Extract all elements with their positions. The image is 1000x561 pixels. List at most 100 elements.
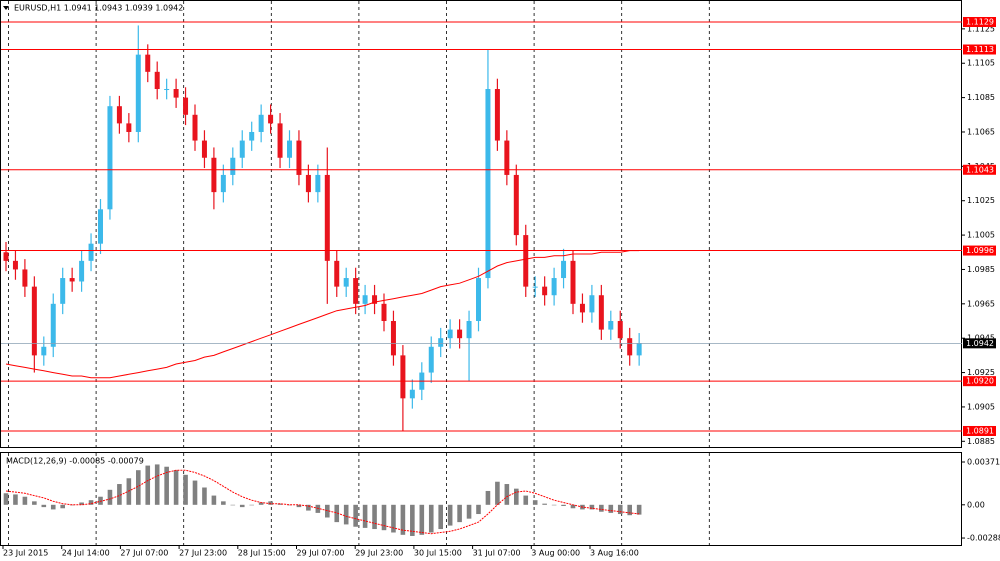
macd-bar bbox=[50, 504, 56, 510]
moving-average bbox=[5, 250, 640, 379]
price-pane-frame bbox=[0, 0, 962, 448]
candle-body bbox=[513, 174, 519, 236]
macd-bar bbox=[410, 504, 415, 536]
candle-body bbox=[390, 321, 396, 356]
candle-body bbox=[116, 106, 122, 124]
candle-body bbox=[409, 389, 415, 399]
candle-body bbox=[98, 209, 103, 244]
macd-bar bbox=[428, 504, 434, 533]
macd-bar bbox=[608, 504, 614, 513]
candle-body bbox=[598, 295, 604, 330]
macd-bar bbox=[627, 504, 632, 516]
candle-body bbox=[22, 269, 28, 287]
level-box bbox=[963, 16, 996, 27]
macd-bar bbox=[476, 504, 481, 515]
y-tick-label: 0.00 bbox=[967, 500, 985, 509]
y-tick-label: 1.0905 bbox=[967, 402, 995, 411]
macd-title: MACD(12,26,9) -0.00085 -0.00079 bbox=[6, 457, 144, 466]
candle-body bbox=[79, 260, 85, 282]
candle-body bbox=[258, 114, 264, 132]
macd-bar bbox=[88, 500, 94, 505]
y-tick-label: 1.0985 bbox=[967, 265, 995, 274]
candle-body bbox=[145, 54, 151, 72]
level-box bbox=[963, 44, 996, 55]
x-tick-label: 3 Aug 00:00 bbox=[531, 549, 580, 558]
macd-bar bbox=[239, 504, 245, 508]
macd-bar bbox=[164, 466, 169, 505]
candle-body bbox=[343, 278, 349, 287]
candle-body bbox=[183, 97, 189, 115]
macd-bar bbox=[466, 504, 472, 519]
level-box bbox=[963, 425, 996, 436]
macd-bar bbox=[258, 502, 264, 505]
macd-bar bbox=[117, 484, 122, 505]
y-tick-label: 1.0885 bbox=[967, 437, 995, 446]
x-tick-label: 23 Jul 2015 bbox=[3, 549, 48, 558]
x-tick-label: 3 Aug 16:00 bbox=[590, 549, 639, 558]
macd-bar bbox=[617, 504, 623, 515]
candle-body bbox=[154, 71, 160, 90]
macd-bar bbox=[154, 464, 160, 505]
candle-body bbox=[305, 174, 311, 193]
candle-body bbox=[41, 346, 47, 356]
candle-body bbox=[457, 329, 463, 339]
macd-bar bbox=[126, 478, 132, 505]
candle-body bbox=[504, 140, 510, 175]
candle-body bbox=[438, 338, 444, 347]
candle-body bbox=[476, 278, 481, 322]
macd-bar bbox=[136, 470, 141, 505]
candle-body bbox=[362, 295, 368, 304]
candle-body bbox=[324, 174, 330, 261]
menu-arrow[interactable] bbox=[3, 6, 9, 10]
candle-body bbox=[400, 355, 406, 399]
candle-body bbox=[579, 303, 585, 313]
candle-body bbox=[372, 295, 378, 304]
x-tick-label: 29 Jul 07:00 bbox=[297, 549, 345, 558]
macd-bar bbox=[514, 488, 519, 505]
level-label: 1.1113 bbox=[966, 45, 994, 54]
macd-bar bbox=[334, 504, 340, 523]
macd-bar bbox=[457, 504, 462, 523]
macd-bar bbox=[41, 504, 47, 508]
macd-bar bbox=[485, 490, 491, 505]
macd-bar bbox=[183, 474, 188, 505]
current-price-label: 1.0942 bbox=[966, 339, 994, 348]
level-label: 1.0920 bbox=[966, 377, 994, 386]
y-tick-label: -0.00288 bbox=[967, 534, 1000, 543]
candle-body bbox=[561, 260, 567, 279]
candle-body bbox=[173, 89, 179, 98]
level-box bbox=[963, 164, 996, 175]
macd-bar bbox=[107, 489, 113, 505]
x-tick-label: 27 Jul 07:00 bbox=[120, 549, 168, 558]
level-label: 1.0996 bbox=[966, 246, 994, 255]
macd-bar bbox=[362, 504, 368, 528]
macd-bar bbox=[315, 504, 321, 513]
time-grid bbox=[8, 1, 710, 545]
macd-bar bbox=[372, 504, 377, 530]
candle-body bbox=[60, 278, 66, 304]
macd-bar bbox=[599, 504, 604, 512]
y-tick-label: 1.0965 bbox=[967, 299, 995, 308]
macd-bar bbox=[60, 504, 65, 509]
candle-body bbox=[589, 295, 595, 313]
y-tick-label: 1.1065 bbox=[967, 127, 995, 136]
macd-bar bbox=[79, 502, 84, 505]
macd-bar bbox=[561, 504, 566, 506]
macd-bar bbox=[221, 501, 226, 505]
macd-bar bbox=[419, 504, 425, 535]
macd-bar bbox=[400, 504, 406, 535]
x-tick-label: 31 Jul 07:00 bbox=[473, 549, 521, 558]
candle-body bbox=[201, 140, 207, 158]
macd-bar bbox=[296, 504, 302, 508]
macd-bar bbox=[306, 504, 311, 511]
candle-body bbox=[192, 114, 198, 141]
y-tick-label: 1.0945 bbox=[967, 334, 995, 343]
candle-body bbox=[69, 278, 75, 282]
candle-body bbox=[107, 106, 113, 210]
candle-body bbox=[627, 338, 633, 356]
macd-bar bbox=[249, 504, 254, 506]
macd-bar bbox=[636, 504, 642, 515]
macd-signal bbox=[5, 469, 640, 535]
macd-bar bbox=[438, 504, 443, 530]
